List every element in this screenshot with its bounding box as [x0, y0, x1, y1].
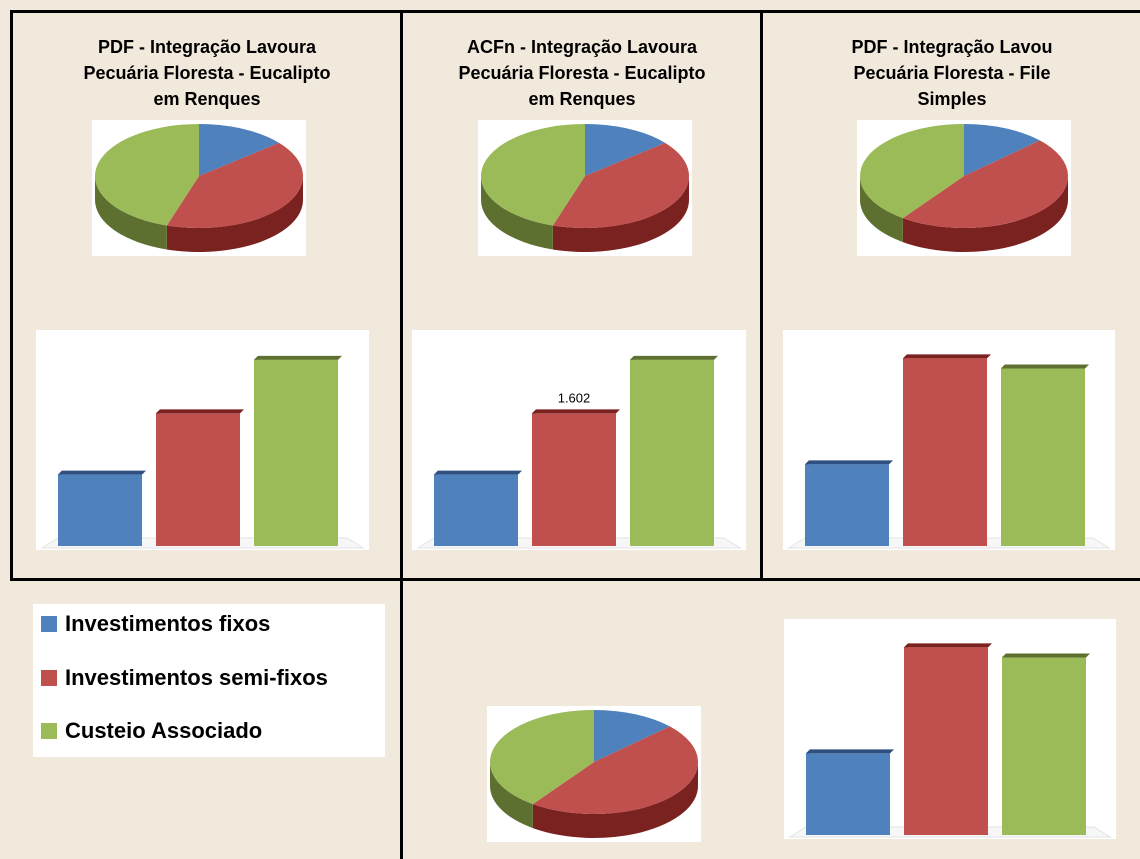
bar-svg — [788, 643, 1112, 838]
grid-line-left — [10, 10, 13, 581]
pie-side-custeio-associado — [860, 176, 903, 243]
pie-slice-investimentos-fixos — [585, 124, 666, 176]
bar-top-investimentos-fixos — [58, 470, 146, 475]
bar-top-custeio-associado — [1002, 653, 1090, 658]
legend-swatch-red — [41, 670, 57, 686]
legend-label: Investimentos fixos — [65, 611, 271, 636]
pie-side-investimentos-semi-fixos — [552, 176, 689, 252]
pie-slice-investimentos-semi-fixos — [532, 726, 698, 814]
pie-chart-bottom-center — [487, 706, 701, 842]
pie-side-custeio-associado — [490, 762, 533, 829]
grid-line-top — [10, 10, 1140, 13]
pie-svg — [95, 124, 303, 252]
bar-investimentos-semi-fixos — [156, 413, 240, 546]
bar-svg: 1.602 — [416, 355, 742, 549]
bar-top-investimentos-semi-fixos — [903, 354, 991, 359]
pie-slice-custeio-associado — [860, 124, 964, 219]
bar-investimentos-fixos — [805, 464, 889, 546]
bar-investimentos-semi-fixos — [532, 413, 616, 546]
pie-slice-investimentos-semi-fixos — [902, 140, 1068, 228]
bar-svg — [40, 355, 365, 549]
bar-top-custeio-associado — [254, 355, 342, 360]
legend-swatch-blue — [41, 616, 57, 632]
bar-top-investimentos-fixos — [434, 470, 522, 475]
pie-side-custeio-associado — [481, 176, 553, 250]
pie-slice-investimentos-fixos — [594, 710, 670, 762]
bar-chart-pdf-file-simples — [783, 330, 1115, 550]
grid-line-col1 — [400, 10, 403, 859]
bar-custeio-associado — [1001, 368, 1085, 546]
bar-top-investimentos-fixos — [805, 460, 893, 465]
pie-svg — [860, 124, 1068, 252]
pie-slice-investimentos-fixos — [199, 124, 280, 176]
pie-slice-custeio-associado — [95, 124, 199, 226]
pie-chart-acfn-renques — [478, 120, 692, 256]
grid-line-mid-horizontal — [10, 578, 1140, 581]
panel-title-pdf-file-simples: PDF - Integração Lavou Pecuária Floresta… — [851, 37, 1053, 109]
panel-title-pdf-renques: PDF - Integração Lavoura Pecuária Flores… — [83, 37, 331, 109]
pie-slice-custeio-associado — [481, 124, 585, 226]
bar-chart-acfn-renques: 1.602 — [412, 330, 746, 550]
pie-svg — [481, 124, 689, 252]
bar-investimentos-fixos — [434, 474, 518, 546]
pie-chart-pdf-renques — [92, 120, 306, 256]
bar-custeio-associado — [254, 359, 338, 546]
pie-side-investimentos-semi-fixos — [532, 762, 698, 838]
legend-item-custeio-associado: Custeio Associado — [41, 716, 262, 746]
pie-side-custeio-associado — [95, 176, 167, 250]
legend-label: Investimentos semi-fixos — [65, 665, 328, 690]
pie-slice-custeio-associado — [490, 710, 594, 805]
bar-investimentos-fixos — [58, 474, 142, 546]
legend-swatch-green — [41, 723, 57, 739]
pie-side-investimentos-semi-fixos — [166, 176, 303, 252]
bar-chart-bottom-right — [784, 619, 1116, 839]
bar-top-custeio-associado — [630, 355, 718, 360]
grid-line-col2 — [760, 10, 763, 581]
bar-top-custeio-associado — [1001, 364, 1089, 369]
panel-title-acfn-renques: ACFn - Integração Lavoura Pecuária Flore… — [458, 37, 706, 109]
bar-investimentos-semi-fixos — [904, 647, 988, 835]
bar-top-investimentos-semi-fixos — [904, 643, 992, 648]
pie-svg — [490, 710, 698, 838]
bar-custeio-associado — [630, 359, 714, 546]
pie-slice-investimentos-semi-fixos — [552, 142, 689, 228]
bar-top-investimentos-semi-fixos — [532, 409, 620, 414]
pie-slice-investimentos-fixos — [964, 124, 1040, 176]
pie-slice-investimentos-semi-fixos — [166, 142, 303, 228]
legend-item-investimentos-fixos: Investimentos fixos — [41, 609, 270, 639]
pie-side-investimentos-semi-fixos — [902, 176, 1068, 252]
bar-svg — [787, 354, 1111, 549]
legend-item-investimentos-semi-fixos: Investimentos semi-fixos — [41, 663, 328, 693]
bar-data-label: 1.602 — [558, 390, 591, 405]
pie-chart-pdf-file-simples — [857, 120, 1071, 256]
chart-legend: Investimentos fixos Investimentos semi-f… — [33, 604, 385, 757]
bar-chart-pdf-renques — [36, 330, 369, 550]
bar-investimentos-semi-fixos — [903, 358, 987, 546]
legend-label: Custeio Associado — [65, 718, 263, 743]
bar-top-investimentos-fixos — [806, 749, 894, 754]
bar-top-investimentos-semi-fixos — [156, 409, 244, 414]
bar-investimentos-fixos — [806, 753, 890, 835]
bar-custeio-associado — [1002, 657, 1086, 835]
